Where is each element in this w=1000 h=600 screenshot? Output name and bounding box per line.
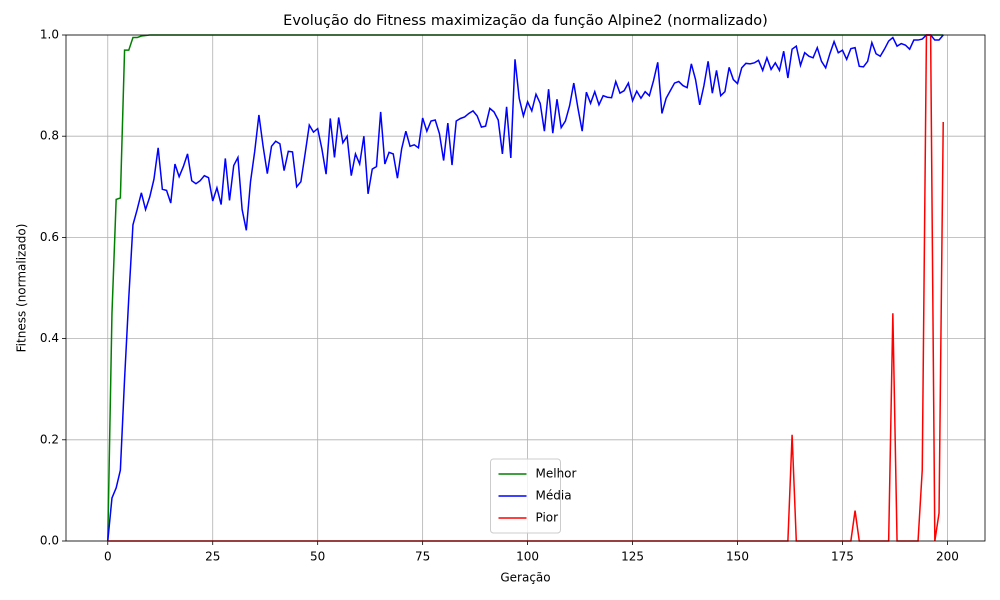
x-tick-label: 0 bbox=[104, 550, 112, 564]
x-tick-label: 125 bbox=[621, 550, 644, 564]
x-tick-label: 100 bbox=[516, 550, 539, 564]
chart-title: Evolução do Fitness maximização da funçã… bbox=[283, 13, 768, 29]
y-tick-label: 0.8 bbox=[40, 129, 59, 143]
legend-label: Média bbox=[536, 489, 572, 503]
x-tick-label: 25 bbox=[205, 550, 220, 564]
axes-frame bbox=[65, 34, 986, 542]
y-tick-label: 1.0 bbox=[40, 28, 59, 42]
legend: Melhor Média Pior bbox=[490, 458, 577, 534]
x-tick-label: 75 bbox=[415, 550, 430, 564]
x-tick-label: 200 bbox=[936, 550, 959, 564]
x-tick-label: 150 bbox=[726, 550, 749, 564]
y-tick-label: 0.6 bbox=[40, 230, 59, 244]
x-tick-label: 50 bbox=[310, 550, 325, 564]
y-tick-label: 0.2 bbox=[40, 432, 59, 446]
y-tick-label: 0.0 bbox=[40, 534, 59, 548]
y-tick-label: 0.4 bbox=[40, 331, 59, 345]
y-axis-label: Fitness (normalizado) bbox=[15, 224, 29, 353]
x-tick-label: 175 bbox=[831, 550, 854, 564]
x-axis-label: Geração bbox=[500, 571, 550, 585]
series-line bbox=[107, 34, 944, 542]
legend-label: Melhor bbox=[536, 467, 577, 481]
legend-label: Pior bbox=[536, 511, 559, 525]
